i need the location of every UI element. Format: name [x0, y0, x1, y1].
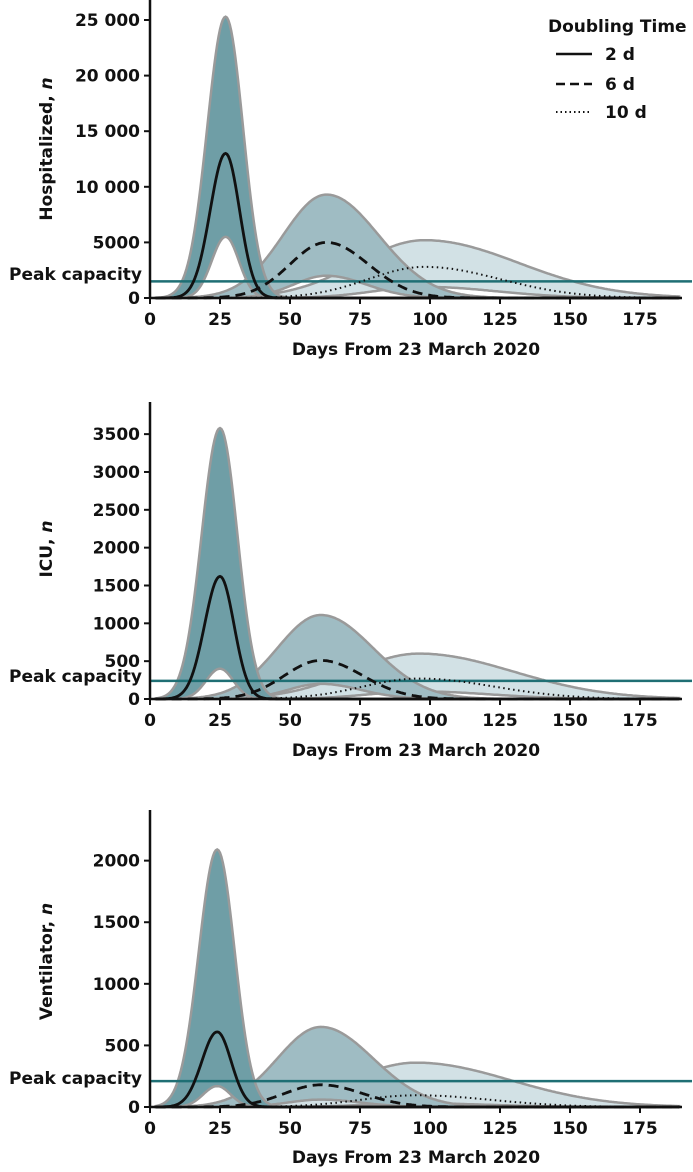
peak-capacity-label: Peak capacity	[9, 667, 142, 687]
x-tick-label: 175	[622, 711, 658, 731]
icu-panel: 0 25 50 75 100 125 150 175 0 500 1000 1500 2000 2500 3…	[9, 402, 692, 761]
x-tick-label: 100	[412, 1119, 448, 1139]
x-tick-label: 50	[278, 310, 302, 330]
y-tick-label: 25 000	[75, 11, 140, 31]
legend-label-10d: 10 d	[605, 103, 647, 123]
x-tick-label: 125	[482, 310, 518, 330]
peak-capacity-label: Peak capacity	[9, 1069, 142, 1089]
band-6d	[155, 193, 680, 300]
y-tick-label: 5000	[93, 233, 140, 253]
median-line-10d	[155, 265, 680, 299]
legend-label-2d: 2 d	[605, 45, 635, 65]
x-tick-label: 75	[348, 711, 372, 731]
y-tick-label: 15 000	[75, 122, 140, 142]
y-tick-label: 0	[128, 1098, 140, 1118]
y-axis-label: Hospitalized, n	[37, 77, 57, 220]
ventilator-panel: 0 25 50 75 100 125 150 175 0 500 1000 1500 2000 Peak …	[9, 810, 692, 1168]
x-tick-label: 150	[552, 711, 588, 731]
x-tick-label: 75	[348, 1119, 372, 1139]
peak-capacity-label: Peak capacity	[9, 265, 142, 285]
x-tick-label: 150	[552, 1119, 588, 1139]
y-axis-label: Ventilator, n	[37, 903, 57, 1020]
x-tick-label: 100	[412, 711, 448, 731]
x-tick-label: 50	[278, 1119, 302, 1139]
y-tick-label: 500	[105, 1036, 141, 1056]
x-axis-label: Days From 23 March 2020	[292, 741, 540, 761]
y-tick-label: 1500	[93, 576, 140, 596]
y-axis-label: ICU, n	[37, 520, 57, 577]
y-tick-label: 1000	[93, 975, 140, 995]
hospitalized-panel: 0 25 50 75 100 125 150 175 0 5000 10 000 15 000 20 0…	[9, 0, 692, 360]
x-tick-label: 150	[552, 310, 588, 330]
x-tick-label: 175	[622, 1119, 658, 1139]
x-axis-label: Days From 23 March 2020	[292, 1148, 540, 1168]
y-tick-label: 1000	[93, 614, 140, 634]
x-tick-label: 50	[278, 711, 302, 731]
x-tick-label: 25	[208, 1119, 232, 1139]
y-tick-label: 10 000	[75, 178, 140, 198]
legend-title: Doubling Time	[548, 17, 687, 37]
y-tick-label: 0	[128, 690, 140, 710]
y-tick-label: 0	[128, 289, 140, 309]
x-axis-label: Days From 23 March 2020	[292, 340, 540, 360]
y-tick-label: 3500	[93, 425, 140, 445]
x-tick-label: 125	[482, 711, 518, 731]
legend-label-6d: 6 d	[605, 75, 635, 95]
x-tick-label: 100	[412, 310, 448, 330]
x-tick-label: 175	[622, 310, 658, 330]
legend: Doubling Time 2 d 6 d 10 d	[548, 17, 687, 123]
x-tick-label: 0	[144, 310, 156, 330]
y-tick-label: 20 000	[75, 67, 140, 87]
y-tick-label: 3000	[93, 463, 140, 483]
y-tick-label: 1500	[93, 913, 140, 933]
x-tick-label: 0	[144, 1119, 156, 1139]
y-tick-label: 500	[105, 652, 141, 672]
x-tick-label: 25	[208, 711, 232, 731]
y-tick-label: 2500	[93, 501, 140, 521]
y-tick-label: 2000	[93, 539, 140, 559]
x-tick-label: 75	[348, 310, 372, 330]
x-tick-label: 25	[208, 310, 232, 330]
x-tick-label: 0	[144, 711, 156, 731]
y-tick-label: 2000	[93, 852, 140, 872]
x-tick-label: 125	[482, 1119, 518, 1139]
